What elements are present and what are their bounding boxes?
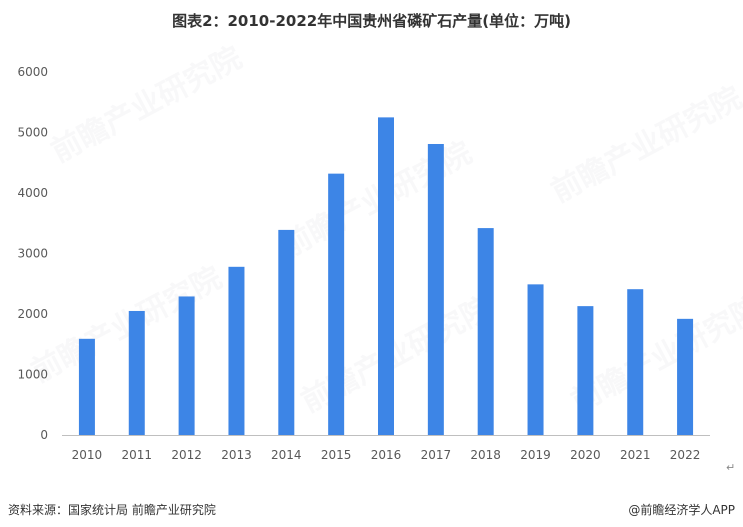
bar — [78, 338, 95, 435]
y-tick-label: 5000 — [17, 126, 48, 140]
bar — [627, 289, 644, 435]
bar — [178, 296, 195, 435]
y-tick-label: 1000 — [17, 368, 48, 382]
bar — [228, 266, 245, 435]
bar — [677, 318, 694, 435]
x-tick-label: 2011 — [121, 448, 152, 462]
x-tick-label: 2014 — [271, 448, 302, 462]
x-tick-label: 2015 — [321, 448, 352, 462]
x-tick-label: 2010 — [72, 448, 103, 462]
x-tick-label: 2020 — [570, 448, 601, 462]
bar — [427, 143, 444, 435]
x-tick-label: 2022 — [670, 448, 701, 462]
bar — [378, 117, 394, 435]
source-note: 资料来源：国家统计局 前瞻产业研究院 — [8, 503, 216, 517]
y-tick-label: 6000 — [17, 65, 48, 79]
chart-title: 图表2：2010-2022年中国贵州省磷矿石产量(单位：万吨) — [172, 12, 571, 30]
x-tick-label: 2021 — [620, 448, 651, 462]
x-tick-label: 2012 — [171, 448, 202, 462]
x-tick-label: 2018 — [470, 448, 501, 462]
y-tick-label: 4000 — [17, 186, 48, 200]
bar — [328, 173, 345, 435]
bar — [128, 310, 145, 435]
x-tick-label: 2013 — [221, 448, 252, 462]
x-tick-label: 2016 — [371, 448, 402, 462]
brand-label: @前瞻经济学人APP — [628, 503, 735, 517]
y-tick-label: 0 — [40, 428, 48, 442]
bar — [278, 229, 295, 435]
bar — [577, 306, 594, 435]
y-tick-label: 2000 — [17, 307, 48, 321]
y-tick-label: 3000 — [17, 247, 48, 261]
bar — [527, 284, 544, 435]
x-tick-label: 2017 — [421, 448, 452, 462]
return-mark: ↵ — [726, 461, 736, 474]
bar — [477, 228, 494, 435]
x-tick-label: 2019 — [520, 448, 551, 462]
